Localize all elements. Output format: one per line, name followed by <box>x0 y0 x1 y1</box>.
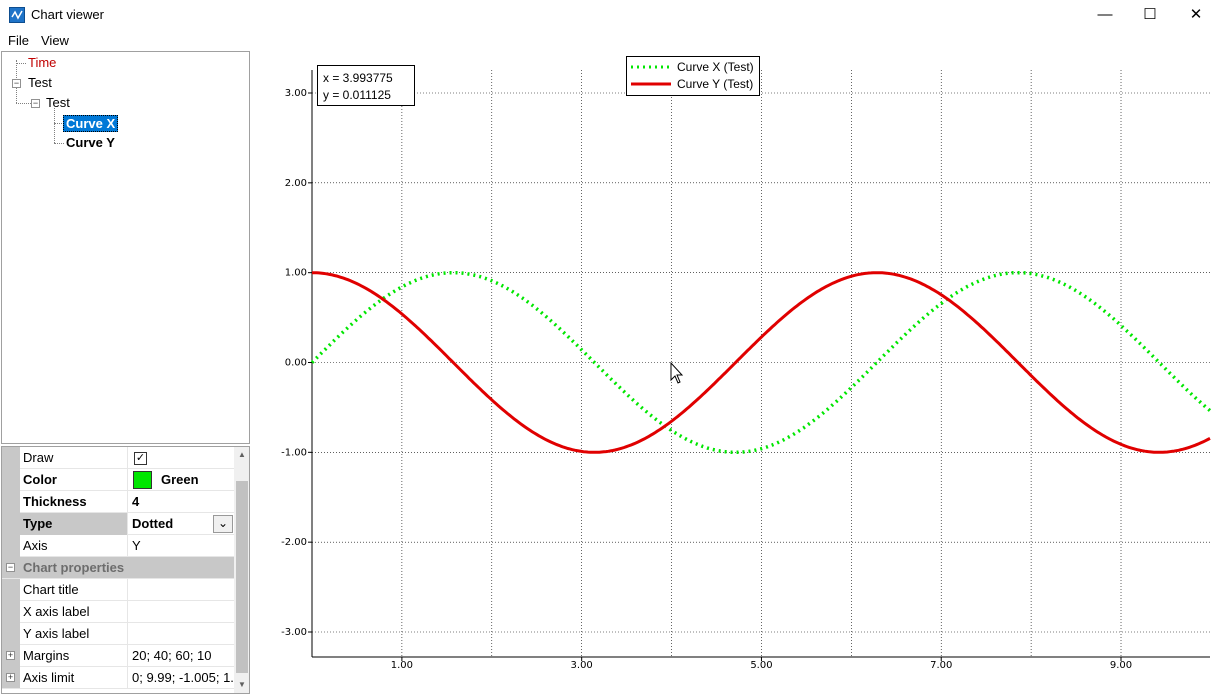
prop-row-axis-limit: + Axis limit 0; 9.99; -1.005; 1.0 <box>2 667 234 689</box>
prop-value-type: Dotted <box>132 516 174 531</box>
draw-checkbox[interactable]: ✓ <box>134 452 147 465</box>
prop-value-color: Green <box>161 472 199 487</box>
prop-name-thickness: Thickness <box>23 494 87 509</box>
tree-line <box>54 143 64 144</box>
y-tick-label: -1.00 <box>281 447 307 458</box>
maximize-button[interactable]: ☐ <box>1127 0 1173 30</box>
tree-item-curve-x[interactable]: Curve X <box>63 115 119 132</box>
menu-file[interactable]: File <box>8 33 29 48</box>
prop-name-type: Type <box>23 516 53 531</box>
x-tick-label: 9.00 <box>1110 660 1132 671</box>
collapse-icon[interactable]: − <box>6 562 15 572</box>
y-tick-label: 3.00 <box>285 88 307 99</box>
chart-svg[interactable]: 3.00 2.00 1.00 0.00 -1.00 -2.00 -3.00 1.00 3.00 5… <box>252 51 1219 696</box>
collapse-icon[interactable]: − <box>12 78 21 88</box>
x-tick-label: 7.00 <box>930 660 952 671</box>
scrollbar-thumb[interactable] <box>236 481 248 673</box>
tree-line <box>54 123 64 124</box>
prop-section-label: Chart properties <box>23 560 125 575</box>
mouse-cursor-icon <box>670 361 684 384</box>
x-tick-label: 3.00 <box>571 660 593 671</box>
tree-line <box>16 103 31 104</box>
y-tick-label: 2.00 <box>285 178 307 189</box>
prop-row-axis: Axis Y <box>2 535 234 557</box>
prop-row-thickness: Thickness 4 <box>2 491 234 513</box>
collapse-icon[interactable]: − <box>31 98 40 108</box>
menu-view[interactable]: View <box>41 33 69 48</box>
axes: 3.00 2.00 1.00 0.00 -1.00 -2.00 -3.00 1.00 3.00 5… <box>281 70 1210 671</box>
tree-item-time[interactable]: Time <box>28 55 57 70</box>
maximize-icon: ☐ <box>1143 6 1157 23</box>
prop-value-thickness: 4 <box>132 494 140 509</box>
minimize-icon: — <box>1097 6 1113 23</box>
signal-tree: Time − Test − Test Curve X Curve Y <box>1 51 250 444</box>
prop-name-y-axis-label: Y axis label <box>23 626 90 641</box>
title-bar: Chart viewer — ☐ ✕ <box>0 0 1220 30</box>
prop-name-color: Color <box>23 472 57 487</box>
type-dropdown-button[interactable]: ⌄ <box>213 515 233 533</box>
scroll-down-icon[interactable]: ▼ <box>238 680 246 689</box>
expand-icon[interactable]: + <box>6 650 15 660</box>
tree-line <box>16 63 26 64</box>
property-scrollbar[interactable]: ▲ ▼ <box>234 447 249 693</box>
chart-legend: Curve X (Test) Curve Y (Test) <box>626 56 760 96</box>
check-icon: ✓ <box>135 452 146 464</box>
x-tick-label: 1.00 <box>391 660 413 671</box>
prop-row-type: Type Dotted ⌄ <box>2 513 234 535</box>
readout-x: x = 3.993775 <box>323 71 393 85</box>
menu-bar: File View <box>0 30 1220 50</box>
prop-value-axis: Y <box>132 538 141 553</box>
y-tick-label: 0.00 <box>285 358 307 369</box>
tree-line <box>16 88 17 103</box>
prop-name-chart-title: Chart title <box>23 582 79 597</box>
cursor-readout: x = 3.993775 y = 0.011125 <box>317 65 415 106</box>
tree-item-test-child[interactable]: Test <box>46 95 70 110</box>
prop-row-margins: + Margins 20; 40; 60; 10 <box>2 645 234 667</box>
tree-line <box>16 60 17 84</box>
property-grid: Draw ✓ Color Green Thickness 4 Type Dott… <box>1 446 250 694</box>
prop-name-axis: Axis <box>23 538 48 553</box>
x-tick-label: 5.00 <box>750 660 772 671</box>
prop-row-x-axis-label: X axis label <box>2 601 234 623</box>
y-tick-label: -2.00 <box>281 537 307 548</box>
prop-name-axis-limit: Axis limit <box>23 670 75 685</box>
y-tick-label: 1.00 <box>285 268 307 279</box>
tree-item-test-root[interactable]: Test <box>28 75 52 90</box>
color-swatch[interactable] <box>133 471 152 489</box>
tree-item-curve-y[interactable]: Curve Y <box>66 135 115 150</box>
readout-y: y = 0.011125 <box>323 88 391 102</box>
prop-value-axis-limit: 0; 9.99; -1.005; 1.0 <box>132 670 234 685</box>
y-tick-label: -3.00 <box>281 627 307 638</box>
prop-name-margins: Margins <box>23 648 70 663</box>
expand-icon[interactable]: + <box>6 672 15 682</box>
window-title: Chart viewer <box>31 7 104 22</box>
scroll-up-icon[interactable]: ▲ <box>238 450 246 459</box>
series-layer <box>310 270 1212 455</box>
series-line-curve-y <box>312 271 1211 454</box>
prop-row-color: Color Green <box>2 469 234 491</box>
prop-row-y-axis-label: Y axis label <box>2 623 234 645</box>
prop-row-draw: Draw ✓ <box>2 447 234 469</box>
prop-row-chart-title: Chart title <box>2 579 234 601</box>
chart-panel[interactable]: 3.00 2.00 1.00 0.00 -1.00 -2.00 -3.00 1.00 3.00 5… <box>252 51 1219 696</box>
prop-name-x-axis-label: X axis label <box>23 604 90 619</box>
prop-value-margins: 20; 40; 60; 10 <box>132 648 212 663</box>
legend-label-curve-x: Curve X (Test) <box>677 60 754 74</box>
minimize-button[interactable]: — <box>1082 0 1128 30</box>
prop-name-draw: Draw <box>23 450 54 465</box>
prop-section-chart-properties[interactable]: − Chart properties <box>2 557 234 579</box>
grid <box>312 70 1210 657</box>
tree-line <box>54 108 55 143</box>
close-button[interactable]: ✕ <box>1173 0 1219 30</box>
close-icon: ✕ <box>1189 6 1203 23</box>
legend-label-curve-y: Curve Y (Test) <box>677 77 754 91</box>
series-line-curve-x <box>310 270 1212 455</box>
chevron-down-icon: ⌄ <box>217 516 229 530</box>
app-chart-icon <box>9 7 25 23</box>
